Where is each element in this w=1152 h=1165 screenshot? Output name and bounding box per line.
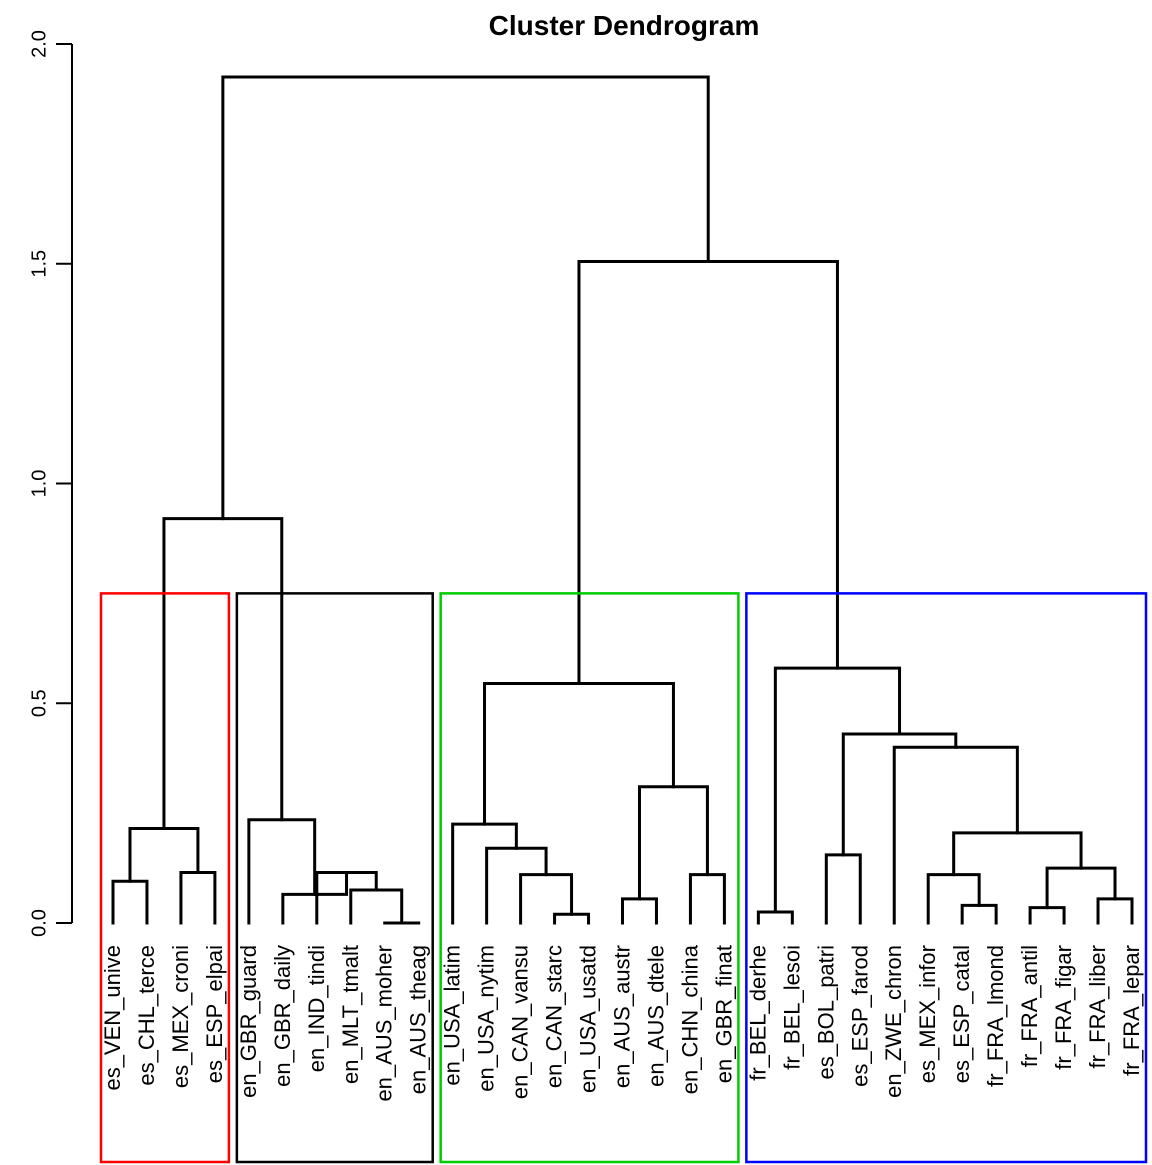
leaf-label: fr_BEL_lesoi [779,945,804,1070]
dendrogram-branch [688,873,726,925]
leaf-label: en_ZWE_chron [881,945,906,1098]
leaf-label: en_CAN_vansu [508,945,533,1099]
dendrogram-branch [1045,866,1117,910]
leaf-label: es_VEN_unive [100,945,125,1091]
leaf-label: en_AUS_moher [372,945,397,1102]
dendrogram-branch [773,666,902,914]
leaf-label: en_CAN_starc [542,945,567,1088]
dendrogram-branch [221,75,710,521]
leaf-label: es_MEX_croni [168,945,193,1088]
leaf-label: fr_FRA_lmond [983,945,1008,1087]
dendrogram-branch [841,732,958,857]
leaf-label: en_AUS_theag [406,945,431,1094]
leaf-label: en_USA_nytim [474,945,499,1092]
leaf-labels: es_VEN_unive es_CHL_terce es_MEX_croni es_E… [100,944,1144,1101]
leaf-label: en_CHN_china [677,944,702,1094]
dendrogram-branch [451,822,518,925]
leaf-label: en_USA_usatd [576,945,601,1093]
leaf-label: es_CHL_terce [134,945,159,1086]
leaf-label: fr_FRA_liber [1085,945,1110,1068]
dendrogram-branch [960,903,998,925]
y-tick-label: 1.5 [28,250,50,278]
leaf-label: fr_FRA_antil [1017,945,1042,1067]
leaf-label: en_MLT_tmalt [338,945,363,1084]
dendrogram-branch [756,910,794,925]
dendrogram-branch [892,745,1019,925]
leaf-label: en_AUS_austr [610,945,635,1088]
dendrogram-branch [824,853,862,925]
cluster-box [745,592,1148,1164]
leaf-label: en_IND_tindi [304,945,329,1072]
dendrogram-branch [162,517,284,831]
leaf-label: en_GBR_finat [711,945,736,1083]
cluster-boxes [99,592,1148,1164]
leaf-label: es_BOL_patri [813,945,838,1080]
dendrogram-branch [519,873,574,925]
y-tick-label: 0.0 [28,909,50,937]
dendrogram-branch [485,846,548,925]
dendrogram-branch [926,873,981,925]
y-tick-label: 2.0 [28,30,50,58]
leaf-label: fr_FRA_lepar [1119,945,1144,1076]
leaf-label: es_ESP_elpai [202,945,227,1083]
dendrogram-branch [349,888,404,925]
leaf-label: fr_BEL_derhe [745,945,770,1081]
dendrogram-branches [111,75,1134,925]
leaf-label: es_ESP_farod [847,945,872,1087]
dendrogram-branch [179,870,217,925]
y-axis: 0.0 0.5 1.0 1.5 2.0 [28,30,73,937]
y-tick-label: 1.0 [28,470,50,498]
cluster-box [235,592,434,1164]
cluster-box [439,592,740,1164]
dendrogram-branch [483,681,675,826]
leaf-label: fr_FRA_figar [1051,945,1076,1070]
leaf-label: es_MEX_infor [915,945,940,1083]
leaf-label: en_AUS_dtele [643,945,668,1087]
leaf-label: en_GBR_guard [236,945,261,1098]
dendrogram-branch [621,897,658,925]
dendrogram-branch [1028,906,1066,925]
cluster-box [99,592,231,1164]
dendrogram-branch [1096,897,1134,925]
dendrogram-branch [637,785,709,901]
leaf-label: es_ESP_catal [949,945,974,1083]
chart-title: Cluster Dendrogram [489,10,760,41]
leaf-label: en_USA_latim [440,945,465,1086]
dendrogram-branch [577,260,839,685]
y-tick-label: 0.5 [28,689,50,717]
dendrogram-branch [111,879,149,925]
leaf-label: en_GBR_daily [270,945,295,1087]
